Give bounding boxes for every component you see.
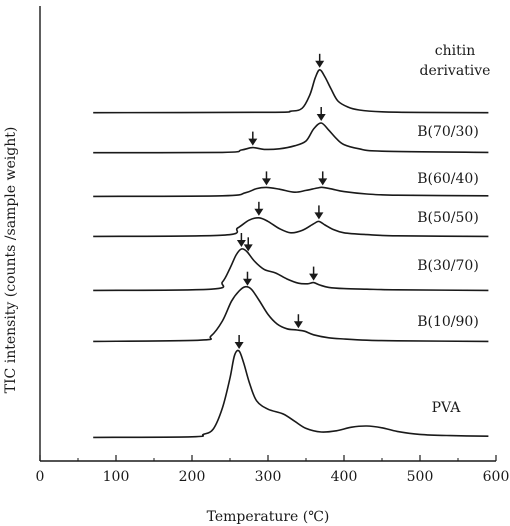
series-line — [93, 186, 489, 198]
series-labels: chitin derivative B(70/30) B(60/40) B(50/50)… — [417, 43, 490, 416]
peak-arrow-marker — [234, 335, 244, 349]
y-axis-title: TIC intensity (counts /sample weight) — [3, 127, 19, 394]
peak-arrow-marker — [318, 171, 328, 186]
series-line — [93, 248, 489, 292]
x-tick-label: 300 — [255, 469, 282, 485]
series-line — [93, 216, 489, 238]
series-line — [93, 69, 489, 114]
peak-arrow-marker — [236, 233, 246, 247]
series-line — [93, 285, 489, 343]
x-tick-label: 400 — [331, 469, 358, 485]
series-label: B(50/50) — [417, 210, 479, 226]
x-tick-label: 500 — [407, 469, 434, 485]
x-ticks: 0 100 200 300 400 500 600 — [36, 455, 510, 485]
series-label: B(70/30) — [417, 124, 479, 140]
peak-arrow-marker — [254, 201, 264, 216]
peak-arrow-marker — [248, 131, 258, 146]
peak-arrow-marker — [314, 205, 324, 220]
peak-arrow-marker — [242, 271, 252, 286]
peak-arrow-marker — [316, 107, 326, 121]
peak-arrow-marker — [309, 266, 319, 281]
peak-arrow-marker — [293, 314, 303, 329]
series-label: derivative — [420, 63, 491, 79]
series-label: B(60/40) — [417, 171, 479, 187]
peak-arrow-marker — [315, 53, 325, 68]
x-axis-title: Temperature (℃) — [207, 509, 330, 525]
x-tick-label: 600 — [483, 469, 510, 485]
series-line — [93, 122, 489, 154]
x-tick-label: 200 — [179, 469, 206, 485]
series-line — [93, 349, 489, 439]
series-label: B(30/70) — [417, 258, 479, 274]
series-label: chitin — [435, 43, 475, 59]
series-label: PVA — [432, 400, 462, 416]
plot-area — [93, 53, 489, 439]
x-tick-label: 100 — [103, 469, 130, 485]
series-label: B(10/90) — [417, 314, 479, 330]
peak-arrow-marker — [243, 237, 253, 252]
peak-arrow-marker — [261, 171, 271, 186]
x-tick-label: 0 — [36, 469, 45, 485]
